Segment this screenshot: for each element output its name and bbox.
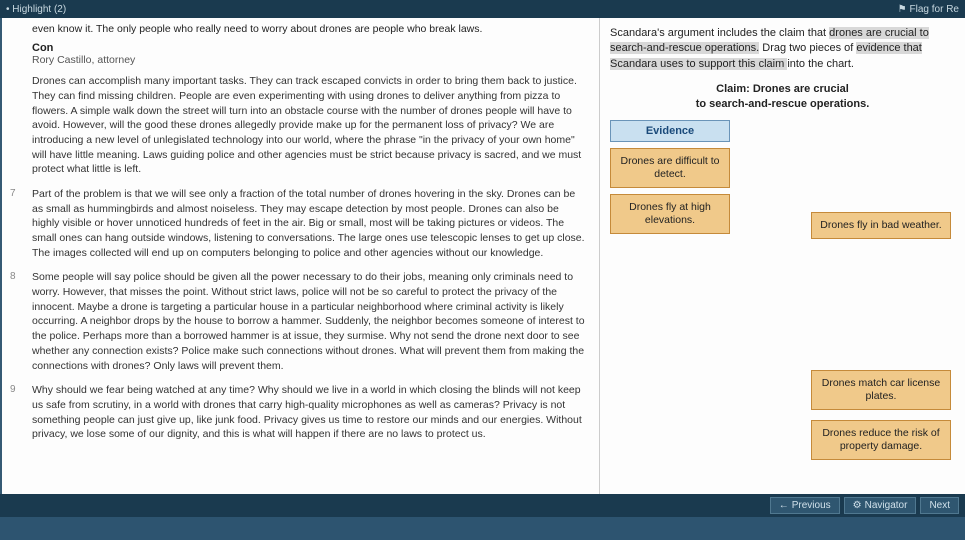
choice-bad-weather[interactable]: Drones fly in bad weather.	[811, 212, 951, 239]
paragraph-6: Drones can accomplish many important tas…	[32, 74, 589, 177]
choice-property-damage[interactable]: Drones reduce the risk of property damag…	[811, 420, 951, 460]
author-name: Rory Castillo, attorney	[32, 54, 589, 66]
passage-panel: even know it. The only people who really…	[0, 18, 600, 494]
choice-bank-1: Drones fly in bad weather.	[811, 212, 951, 239]
paragraph-8: 8 Some people will say police should be …	[32, 270, 589, 373]
instr-e: into the chart.	[787, 58, 854, 70]
highlight-label: Highlight (2)	[12, 4, 66, 15]
instr-c: Drag two pieces of	[759, 42, 856, 54]
flag-button[interactable]: ⚑ Flag for Re	[898, 4, 959, 15]
main-container: even know it. The only people who really…	[0, 18, 965, 494]
paragraph-9: 9 Why should we fear being watched at an…	[32, 383, 589, 442]
claim-line-1: Claim: Drones are crucial	[610, 82, 955, 97]
instr-a: Scandara's argument includes the claim t…	[610, 27, 829, 39]
choice-bank-2: Drones match car license plates. Drones …	[811, 370, 951, 461]
evidence-dropzone[interactable]: Evidence Drones are difficult to detect.…	[610, 120, 730, 235]
flag-label: Flag for Re	[910, 4, 959, 15]
paragraph-9-text: Why should we fear being watched at any …	[32, 384, 582, 440]
paragraph-8-text: Some people will say police should be gi…	[32, 271, 585, 371]
choice-license-plates[interactable]: Drones match car license plates.	[811, 370, 951, 410]
question-panel: Scandara's argument includes the claim t…	[600, 18, 965, 494]
highlight-button[interactable]: • Highlight (2)	[6, 4, 66, 15]
claim-line-2: to search-and-rescue operations.	[610, 97, 955, 112]
para-num-8: 8	[10, 270, 16, 284]
paragraph-6-text: Drones can accomplish many important tas…	[32, 75, 581, 175]
instruction-text: Scandara's argument includes the claim t…	[610, 26, 955, 72]
con-heading: Con	[32, 42, 589, 54]
paragraph-7-text: Part of the problem is that we will see …	[32, 188, 585, 259]
para-num-9: 9	[10, 383, 16, 397]
para-num-7: 7	[10, 187, 16, 201]
choice-high-elevations[interactable]: Drones fly at high elevations.	[610, 194, 730, 234]
paragraph-7: 7 Part of the problem is that we will se…	[32, 187, 589, 260]
drag-layout: Evidence Drones are difficult to detect.…	[610, 120, 955, 540]
claim-header: Claim: Drones are crucial to search-and-…	[610, 82, 955, 112]
flag-icon: ⚑	[898, 4, 907, 15]
passage-intro: even know it. The only people who really…	[32, 22, 589, 36]
top-toolbar: • Highlight (2) ⚑ Flag for Re	[0, 0, 965, 18]
evidence-header: Evidence	[610, 120, 730, 142]
choice-difficult-detect[interactable]: Drones are difficult to detect.	[610, 148, 730, 188]
